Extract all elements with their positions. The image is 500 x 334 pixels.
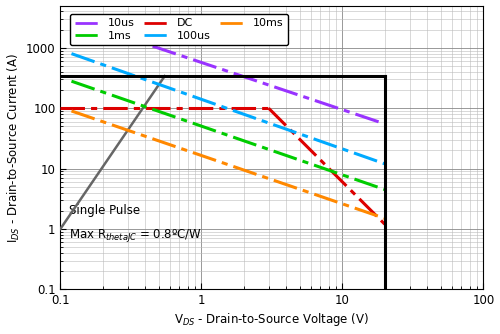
- Text: Max R$_{thetaJC}$ = 0.8ºC/W: Max R$_{thetaJC}$ = 0.8ºC/W: [69, 227, 202, 244]
- X-axis label: V$_{DS}$ - Drain-to-Source Voltage (V): V$_{DS}$ - Drain-to-Source Voltage (V): [174, 311, 370, 328]
- Y-axis label: I$_{DS}$ - Drain-to-Source Current (A): I$_{DS}$ - Drain-to-Source Current (A): [6, 52, 22, 242]
- Legend: 10us, 1ms, DC, 100us, 10ms, : 10us, 1ms, DC, 100us, 10ms,: [70, 14, 288, 45]
- Text: Single Pulse: Single Pulse: [69, 204, 140, 217]
